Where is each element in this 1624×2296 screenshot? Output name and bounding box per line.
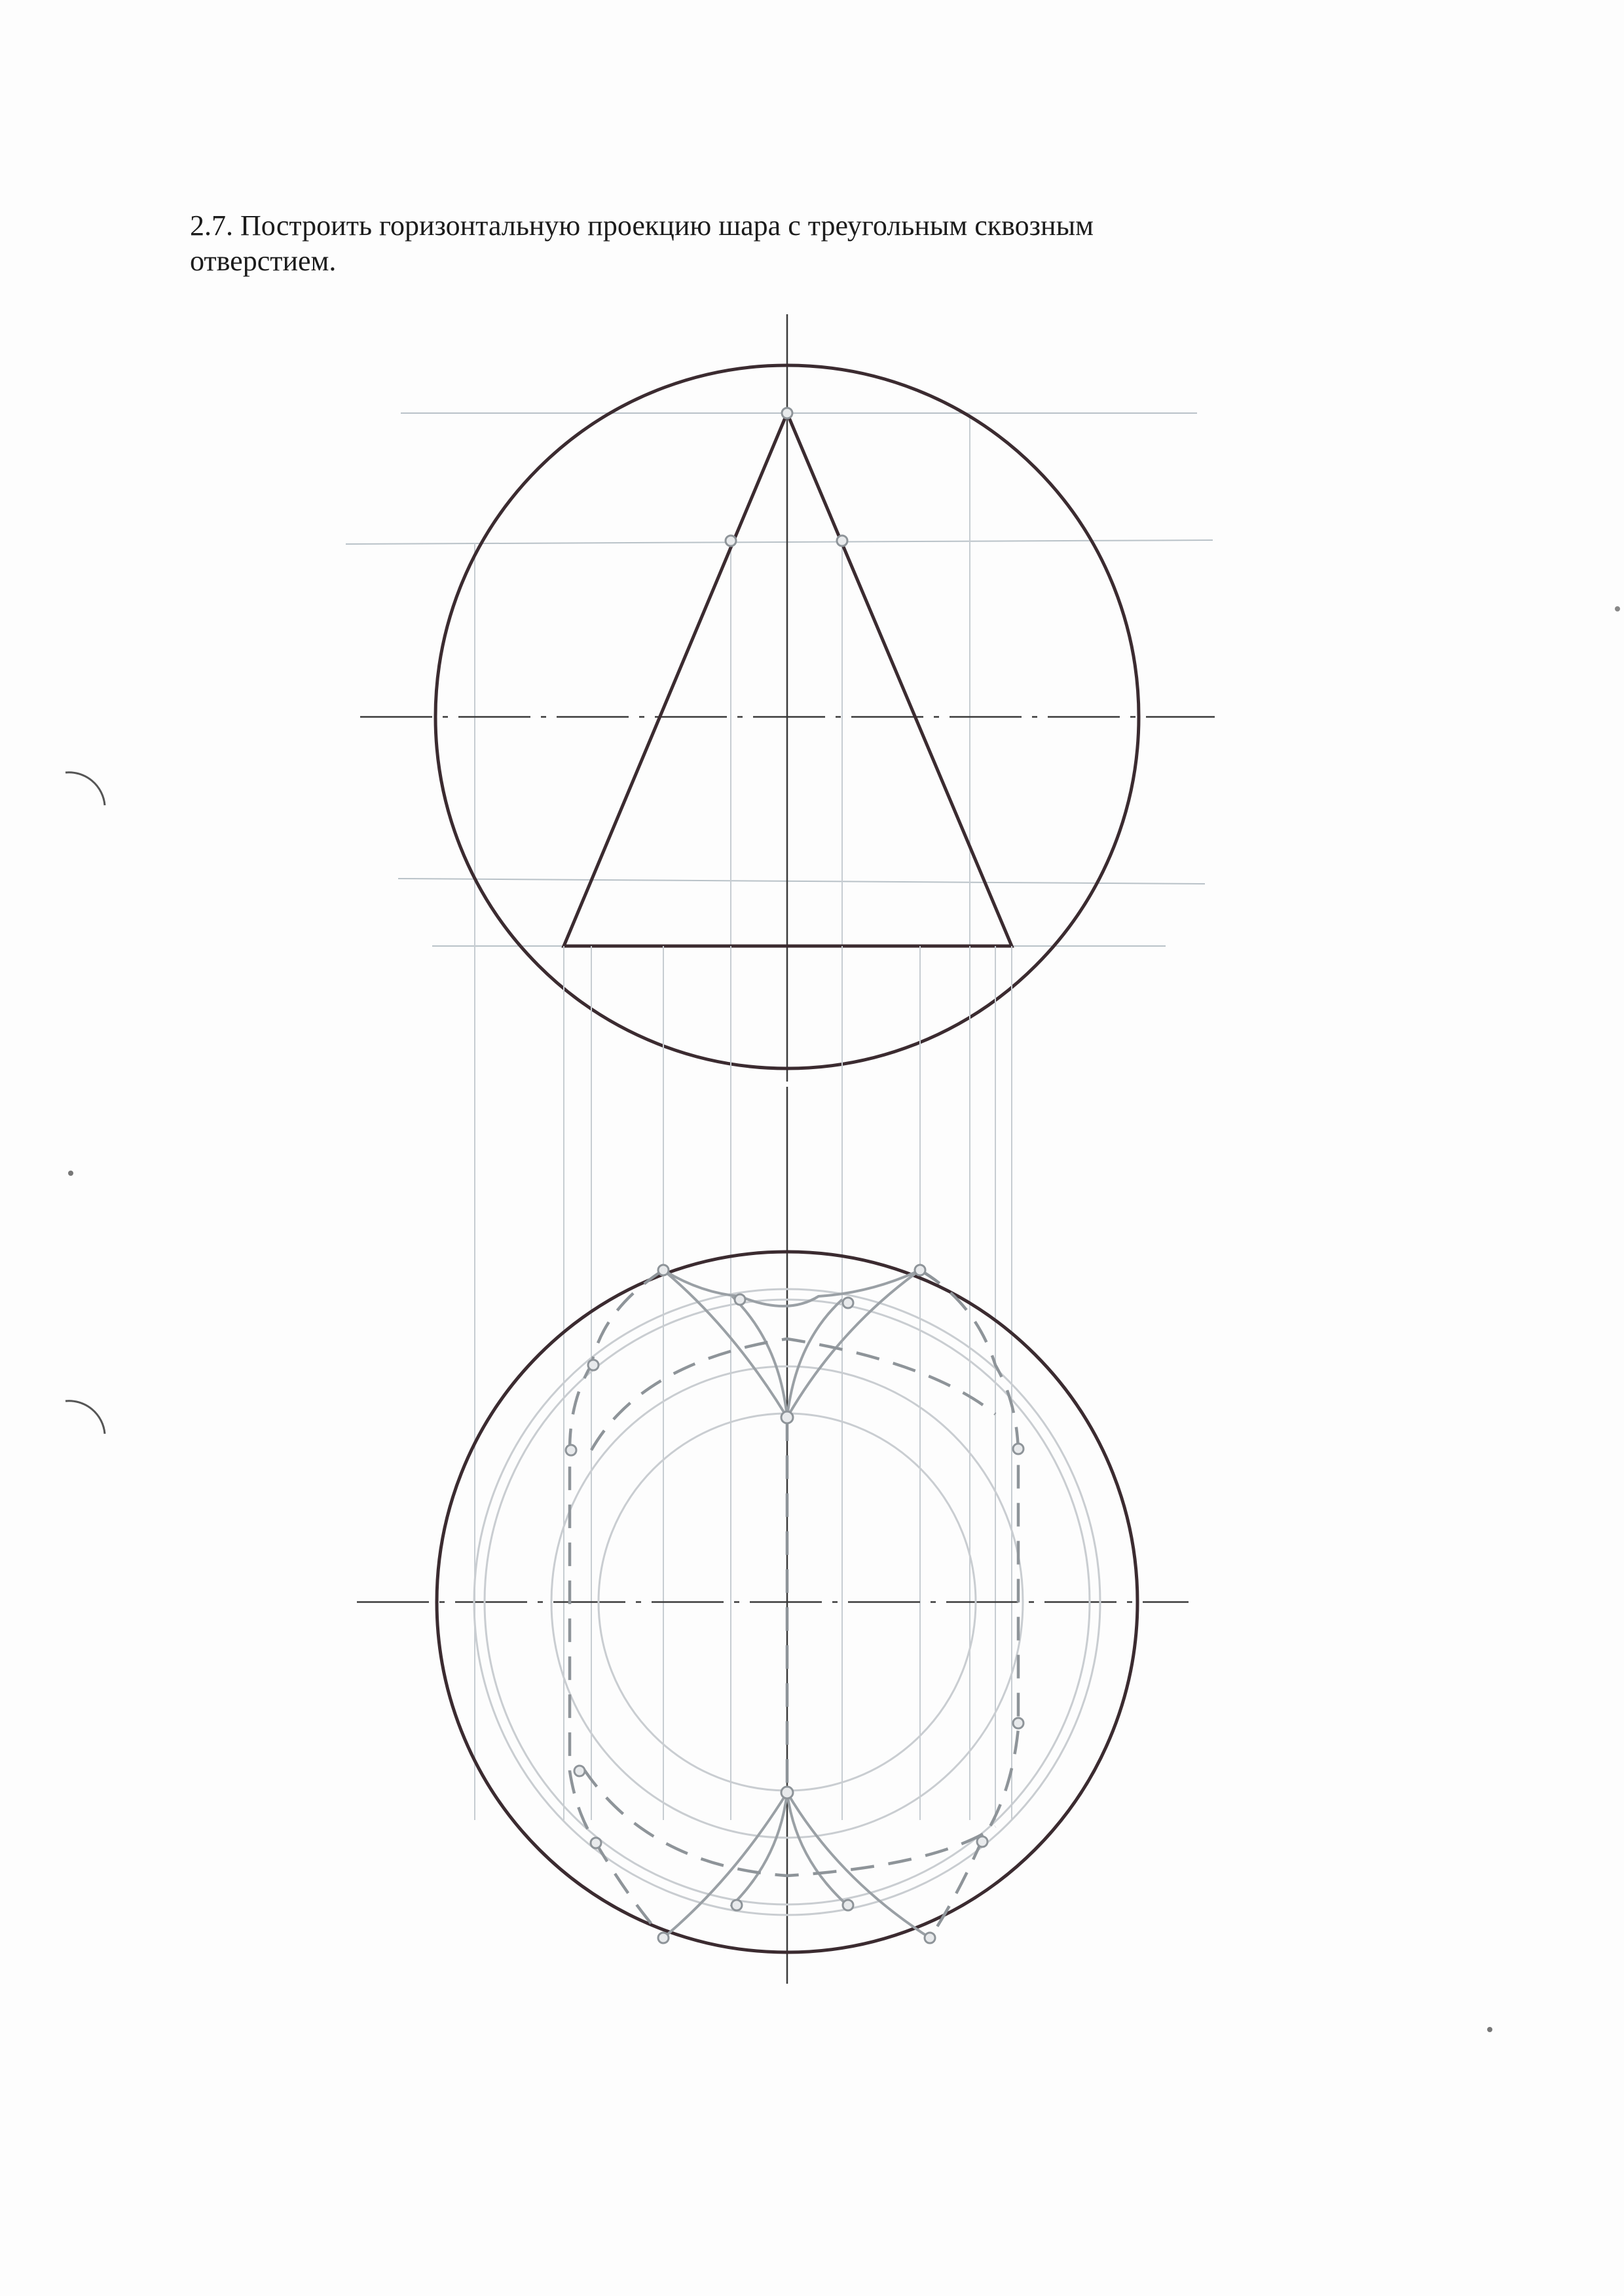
point — [841, 1899, 855, 1912]
point — [587, 1358, 600, 1372]
sphere-outline-front — [434, 363, 1141, 1070]
front-view — [345, 314, 1215, 1082]
hidden-contour-lower — [581, 1766, 997, 1878]
sphere-outline-top — [435, 1250, 1139, 1954]
intersection-curve — [662, 1791, 788, 1939]
paper-speck — [68, 1171, 73, 1176]
intersection-curve — [786, 1298, 843, 1418]
point — [1012, 1717, 1025, 1730]
point — [841, 1296, 855, 1309]
task-line-2: отверстием. — [190, 245, 337, 277]
intersection-curve — [786, 1791, 931, 1939]
point — [657, 1264, 670, 1277]
intersection-curve — [662, 1269, 788, 1419]
intersection-curve — [729, 1792, 788, 1908]
intersection-curve — [786, 1792, 850, 1908]
hidden-contour-right — [919, 1269, 1020, 1939]
top-view — [357, 1087, 1189, 1984]
construction-circle-outer-2 — [473, 1288, 1101, 1916]
punch-hole-bottom — [65, 1400, 106, 1434]
task-line-1: 2.7. Построить горизонтальную проекцию ш… — [190, 210, 1094, 242]
construction-circle-mid — [550, 1365, 1024, 1839]
point-left — [724, 534, 737, 547]
point — [913, 1264, 927, 1277]
triangular-hole-front — [561, 409, 1014, 948]
point — [976, 1835, 989, 1848]
point — [730, 1899, 743, 1912]
construction-circle-outer — [483, 1298, 1091, 1906]
point — [923, 1931, 936, 1944]
intersection-curve — [786, 1269, 921, 1419]
hidden-contour-left — [568, 1269, 665, 1939]
projection-lines — [474, 946, 1012, 1820]
point — [780, 1785, 794, 1800]
task-statement: 2.7. Построить горизонтальную проекцию ш… — [190, 208, 1238, 279]
point — [733, 1293, 747, 1306]
punch-hole-top — [65, 771, 106, 806]
point-apex — [781, 407, 794, 420]
paper-speck — [1615, 606, 1620, 611]
point — [589, 1836, 602, 1850]
paper-speck — [1487, 2027, 1492, 2032]
point — [564, 1444, 578, 1457]
intersection-curve — [662, 1269, 921, 1307]
construction-line-upper — [345, 539, 1213, 545]
hidden-contour-upper — [590, 1337, 997, 1451]
point — [780, 1410, 794, 1425]
point — [1012, 1442, 1025, 1455]
point-right — [836, 534, 849, 547]
point — [657, 1931, 670, 1944]
point — [573, 1764, 586, 1777]
construction-line-lower — [397, 878, 1206, 884]
intersection-curve — [731, 1295, 788, 1418]
